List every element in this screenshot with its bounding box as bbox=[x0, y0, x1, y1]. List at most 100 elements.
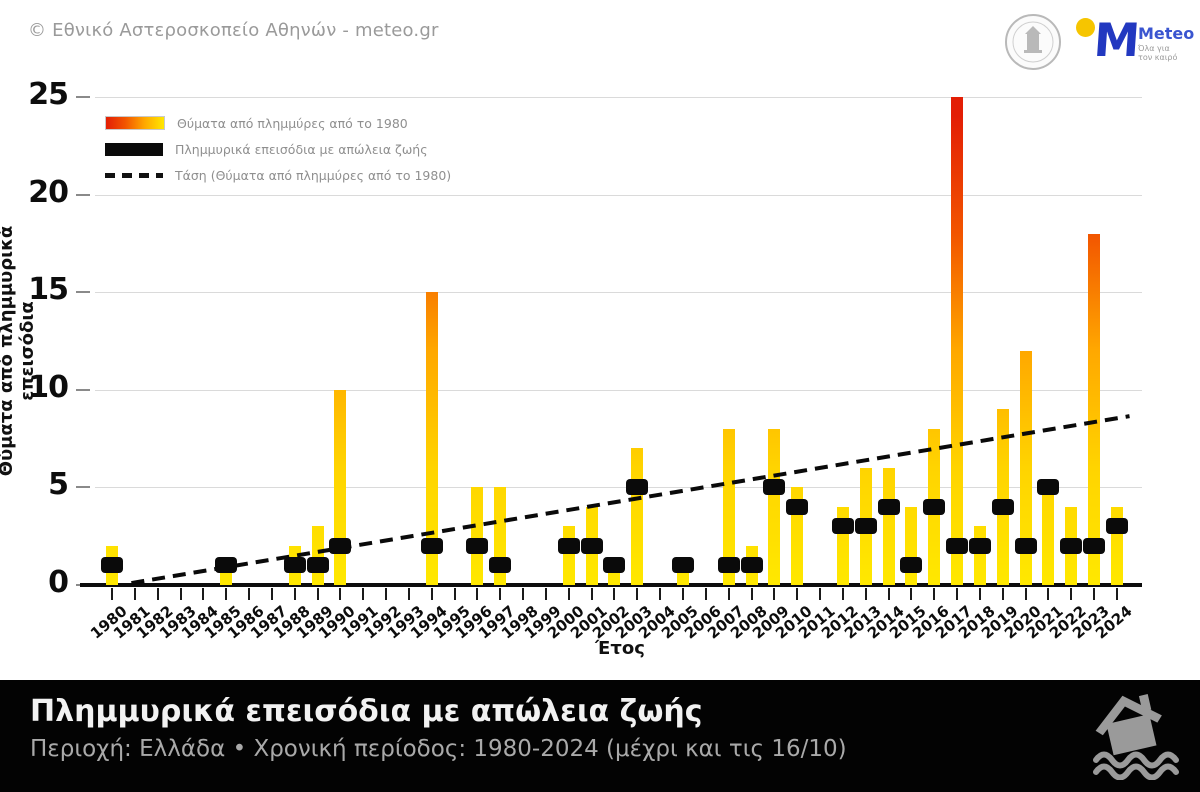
bar-1990 bbox=[334, 389, 347, 585]
x-tick-2015 bbox=[910, 588, 913, 600]
episodes-marker-2020 bbox=[1014, 537, 1037, 554]
bar-2017 bbox=[951, 97, 964, 585]
x-tick-1985 bbox=[225, 588, 228, 600]
x-tick-1990 bbox=[339, 588, 342, 600]
x-tick-2021 bbox=[1047, 588, 1050, 600]
x-tick-2004 bbox=[659, 588, 662, 600]
bar-2000 bbox=[562, 526, 575, 585]
episodes-marker-2022 bbox=[1060, 537, 1083, 554]
legend: Θύματα από πλημμύρες από το 1980 Πλημμυρ… bbox=[105, 110, 451, 188]
x-tick-2013 bbox=[864, 588, 867, 600]
x-tick-2003 bbox=[636, 588, 639, 600]
episodes-marker-2000 bbox=[557, 537, 580, 554]
x-tick-1986 bbox=[248, 588, 251, 600]
episodes-marker-2014 bbox=[877, 498, 900, 515]
x-tick-1997 bbox=[499, 588, 502, 600]
x-tick-2011 bbox=[819, 588, 822, 600]
episodes-marker-2012 bbox=[831, 518, 854, 535]
y-tick-label-0: 0 bbox=[48, 565, 69, 600]
legend-label-victims: Θύματα από πλημμύρες από το 1980 bbox=[177, 115, 408, 131]
x-tick-2022 bbox=[1070, 588, 1073, 600]
copyright-text: © Εθνικό Αστεροσκοπείο Αθηνών - meteo.gr bbox=[28, 20, 439, 41]
gridline-15 bbox=[95, 292, 1142, 294]
episodes-marker-2003 bbox=[626, 479, 649, 496]
x-tick-1993 bbox=[407, 588, 410, 600]
x-tick-2007 bbox=[727, 588, 730, 600]
x-tick-1982 bbox=[156, 588, 159, 600]
episodes-marker-1997 bbox=[489, 557, 512, 574]
x-tick-1981 bbox=[133, 588, 136, 600]
x-tick-1991 bbox=[362, 588, 365, 600]
x-tick-1989 bbox=[316, 588, 319, 600]
y-tick-label-15: 15 bbox=[28, 272, 69, 308]
x-tick-1995 bbox=[453, 588, 456, 600]
episodes-marker-2010 bbox=[786, 498, 809, 515]
episodes-marker-1988 bbox=[283, 557, 306, 574]
bar-2009 bbox=[768, 428, 781, 585]
episodes-marker-1996 bbox=[466, 537, 489, 554]
legend-row-victims: Θύματα από πλημμύρες από το 1980 bbox=[105, 110, 451, 136]
x-tick-2023 bbox=[1093, 588, 1096, 600]
y-tick-25 bbox=[76, 96, 90, 98]
episodes-marker-2023 bbox=[1083, 537, 1106, 554]
y-tick-label-10: 10 bbox=[28, 369, 69, 405]
y-tick-label-25: 25 bbox=[28, 77, 69, 112]
observatory-seal-icon bbox=[1005, 14, 1061, 70]
episodes-marker-2021 bbox=[1037, 479, 1060, 496]
x-tick-2016 bbox=[933, 588, 936, 600]
legend-label-trend: Τάση (Θύματα από πλημμύρες από το 1980) bbox=[175, 167, 452, 183]
black-bar-swatch-icon bbox=[105, 142, 163, 156]
x-tick-2002 bbox=[613, 588, 616, 600]
meteo-tagline-line1: Όλα για bbox=[1138, 44, 1170, 53]
bar-2014 bbox=[882, 467, 895, 585]
episodes-marker-2018 bbox=[968, 537, 991, 554]
meteo-logo-name: Meteo bbox=[1138, 24, 1195, 43]
x-tick-1996 bbox=[476, 588, 479, 600]
gradient-bar-swatch-icon bbox=[105, 116, 165, 130]
episodes-marker-1990 bbox=[329, 537, 352, 554]
meteo-logo-m-icon: M bbox=[1092, 13, 1142, 67]
bar-2019 bbox=[996, 409, 1009, 585]
bar-1996 bbox=[471, 487, 484, 585]
episodes-marker-2002 bbox=[603, 557, 626, 574]
x-tick-1987 bbox=[270, 588, 273, 600]
meteo-logo-dot-icon bbox=[1076, 18, 1095, 37]
legend-row-trend: Τάση (Θύματα από πλημμύρες από το 1980) bbox=[105, 162, 451, 188]
x-tick-2019 bbox=[1001, 588, 1004, 600]
gridline-10 bbox=[95, 389, 1142, 391]
episodes-marker-2017 bbox=[946, 537, 969, 554]
x-tick-2006 bbox=[704, 588, 707, 600]
bar-1989 bbox=[311, 526, 324, 585]
episodes-marker-2001 bbox=[580, 537, 603, 554]
bar-2023 bbox=[1088, 233, 1101, 585]
y-axis-title: Θύματα από πλημμυρικά επεισόδια bbox=[0, 225, 38, 477]
x-tick-2009 bbox=[773, 588, 776, 600]
x-tick-2001 bbox=[590, 588, 593, 600]
y-tick-10 bbox=[76, 388, 90, 391]
gridline-25 bbox=[95, 97, 1142, 98]
x-tick-2018 bbox=[978, 588, 981, 600]
y-tick-label-20: 20 bbox=[28, 174, 69, 210]
x-tick-1984 bbox=[202, 588, 205, 600]
episodes-marker-2008 bbox=[740, 557, 763, 574]
dashed-line-swatch-icon bbox=[105, 172, 163, 178]
footer-title: Πλημμυρικά επεισόδια με απώλεια ζωής bbox=[30, 694, 703, 729]
episodes-marker-1980 bbox=[101, 557, 123, 574]
episodes-marker-1994 bbox=[420, 537, 443, 554]
y-tick-15 bbox=[76, 291, 90, 294]
flooded-house-icon bbox=[1093, 694, 1179, 780]
gridline-5 bbox=[95, 487, 1142, 489]
x-tick-2000 bbox=[567, 588, 570, 600]
footer-banner: Πλημμυρικά επεισόδια με απώλεια ζωής Περ… bbox=[0, 680, 1200, 792]
episodes-marker-2024 bbox=[1105, 518, 1128, 535]
x-tick-1988 bbox=[293, 588, 296, 600]
meteo-logo-tagline: Όλα για τον καιρό bbox=[1138, 44, 1177, 62]
bar-2021 bbox=[1042, 487, 1055, 585]
x-tick-1998 bbox=[522, 588, 525, 600]
x-tick-2017 bbox=[956, 588, 959, 600]
gridline-20 bbox=[95, 194, 1142, 196]
bar-2018 bbox=[973, 526, 986, 585]
x-tick-2005 bbox=[682, 588, 684, 600]
episodes-marker-2005 bbox=[672, 557, 694, 574]
